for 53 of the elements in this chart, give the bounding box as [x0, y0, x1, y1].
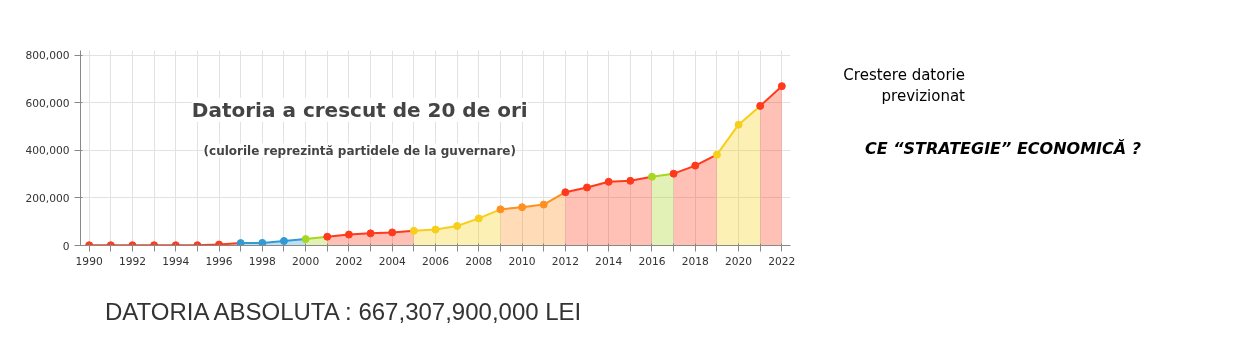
- point: [777, 82, 786, 91]
- point: [626, 176, 635, 185]
- point: [279, 236, 288, 245]
- x-tick-label: 2008: [465, 254, 493, 268]
- x-tick-label: 2022: [768, 254, 796, 268]
- y-tick-label: 600,000: [25, 96, 70, 110]
- point: [344, 230, 353, 239]
- point: [301, 235, 310, 244]
- text: (culorile reprezintă partidele de la guvernare): [203, 143, 516, 158]
- x-tick-label: 2002: [335, 254, 363, 268]
- x-tick-label: 2010: [508, 254, 536, 268]
- point: [258, 238, 267, 246]
- x-tick-label: 2000: [292, 254, 320, 268]
- x-tick-label: 2020: [724, 254, 753, 268]
- point: [583, 183, 592, 192]
- text: Datoria a crescut de 20 de ori: [191, 97, 528, 122]
- y-tick-label: 200,000: [25, 191, 70, 205]
- point: [409, 226, 418, 235]
- x-tick-label: 2014: [595, 254, 623, 268]
- x-tick-label: 1996: [205, 254, 233, 268]
- text: CE “STRATEGIE” ECONOMICĂ ?: [865, 137, 1142, 160]
- y-tick-label: 0: [62, 239, 70, 253]
- point: [647, 172, 656, 181]
- point: [712, 150, 721, 159]
- x-tick-label: 1994: [162, 254, 190, 268]
- point: [323, 232, 332, 241]
- point: [561, 188, 570, 197]
- point: [669, 169, 678, 178]
- x-tick-label: 1990: [75, 254, 103, 268]
- point: [366, 229, 375, 238]
- point: [756, 101, 765, 110]
- point: [539, 200, 548, 209]
- point: [431, 225, 440, 234]
- point: [691, 161, 700, 170]
- point: [496, 205, 505, 214]
- x-tick-label: 1998: [248, 254, 277, 268]
- y-tick-label: 400,000: [25, 144, 70, 158]
- x-tick-label: 1992: [118, 254, 147, 268]
- point: [388, 228, 397, 237]
- x-tick-label: 2018: [681, 254, 710, 268]
- x-tick-label: 2016: [638, 254, 666, 268]
- point: [453, 222, 462, 230]
- x-tick-label: 2012: [551, 254, 579, 268]
- text: Crestere datorie previzionat: [842, 65, 965, 108]
- point: [604, 177, 613, 186]
- x-tick-label: 2004: [378, 254, 406, 268]
- point: [236, 239, 245, 246]
- point: [474, 214, 483, 223]
- text: DATORIA ABSOLUTA : 667,307,900,000 LEI: [105, 297, 582, 327]
- x-tick-label: 2006: [421, 254, 450, 268]
- point: [734, 120, 743, 129]
- point: [518, 203, 527, 212]
- y-tick-label: 800,000: [25, 49, 70, 63]
